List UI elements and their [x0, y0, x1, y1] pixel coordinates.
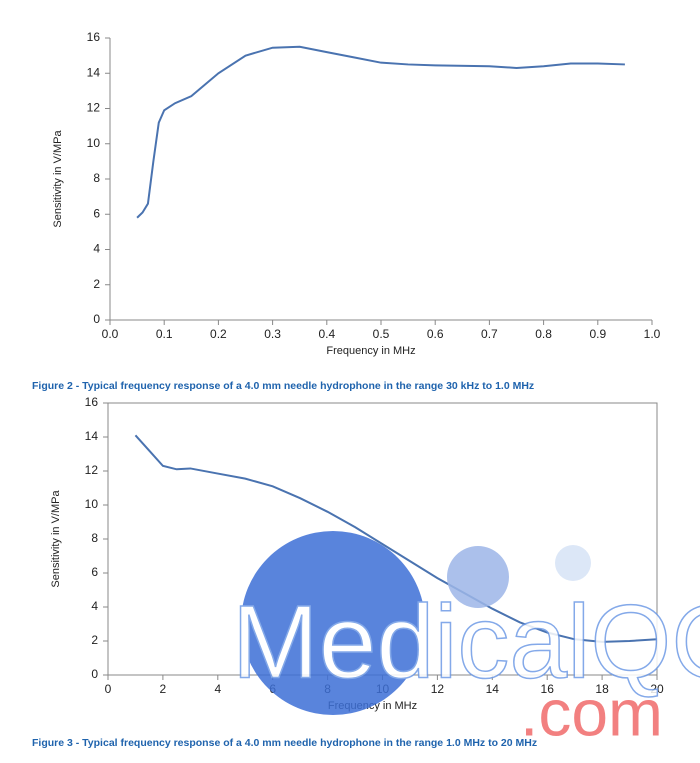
y-axis-label: Sensitivity in V/MPa — [52, 130, 64, 228]
y-tick-label: 16 — [87, 30, 101, 44]
watermark-circle — [241, 531, 425, 715]
x-tick-label: 2 — [160, 682, 167, 696]
data-line — [136, 45, 625, 219]
x-tick-label: 0.4 — [318, 327, 335, 341]
x-tick-label: 18 — [595, 682, 609, 696]
watermark-circle — [447, 546, 509, 608]
caption: Figure 3 - Typical frequency response of… — [32, 737, 537, 749]
y-tick-label: 8 — [93, 171, 100, 185]
caption: Figure 2 - Typical frequency response of… — [32, 380, 534, 392]
x-tick-label: 0.8 — [535, 327, 552, 341]
y-tick-label: 0 — [93, 312, 100, 326]
x-tick-label: 0.2 — [210, 327, 227, 341]
y-tick-label: 10 — [87, 136, 101, 150]
y-tick-label: 12 — [87, 101, 101, 115]
x-tick-label: 1.0 — [644, 327, 661, 341]
x-tick-label: 14 — [486, 682, 500, 696]
y-tick-label: 8 — [91, 531, 98, 545]
y-tick-label: 2 — [93, 277, 100, 291]
x-tick-label: 12 — [431, 682, 445, 696]
data-line — [134, 434, 658, 643]
watermark-text: .com — [520, 675, 663, 749]
y-tick-label: 0 — [91, 667, 98, 681]
x-tick-label: 20 — [650, 682, 664, 696]
x-tick-label: 0.1 — [156, 327, 173, 341]
x-tick-label: 0 — [105, 682, 112, 696]
y-tick-label: 4 — [93, 242, 100, 256]
y-tick-label: 2 — [91, 633, 98, 647]
x-tick-label: 0.6 — [427, 327, 444, 341]
x-tick-label: 0.9 — [589, 327, 606, 341]
y-tick-label: 16 — [85, 395, 99, 409]
y-tick-label: 10 — [85, 497, 99, 511]
y-tick-label: 6 — [93, 206, 100, 220]
x-tick-label: 0.3 — [264, 327, 281, 341]
x-tick-label: 16 — [541, 682, 555, 696]
x-tick-label: 0.7 — [481, 327, 498, 341]
watermark-text: MedicalQC — [232, 584, 700, 700]
watermark-circle — [555, 545, 591, 581]
x-axis-label: Frequency in MHz — [326, 345, 415, 357]
x-tick-label: 0.5 — [373, 327, 390, 341]
y-tick-label: 14 — [85, 429, 99, 443]
y-axis-label: Sensitivity in V/MPa — [50, 490, 62, 588]
y-tick-label: 12 — [85, 463, 99, 477]
x-tick-label: 0.0 — [102, 327, 119, 341]
watermark: MedicalQC .com — [231, 531, 700, 749]
y-tick-label: 4 — [91, 599, 98, 613]
y-tick-label: 6 — [91, 565, 98, 579]
x-tick-label: 4 — [214, 682, 221, 696]
y-tick-label: 14 — [87, 65, 101, 79]
